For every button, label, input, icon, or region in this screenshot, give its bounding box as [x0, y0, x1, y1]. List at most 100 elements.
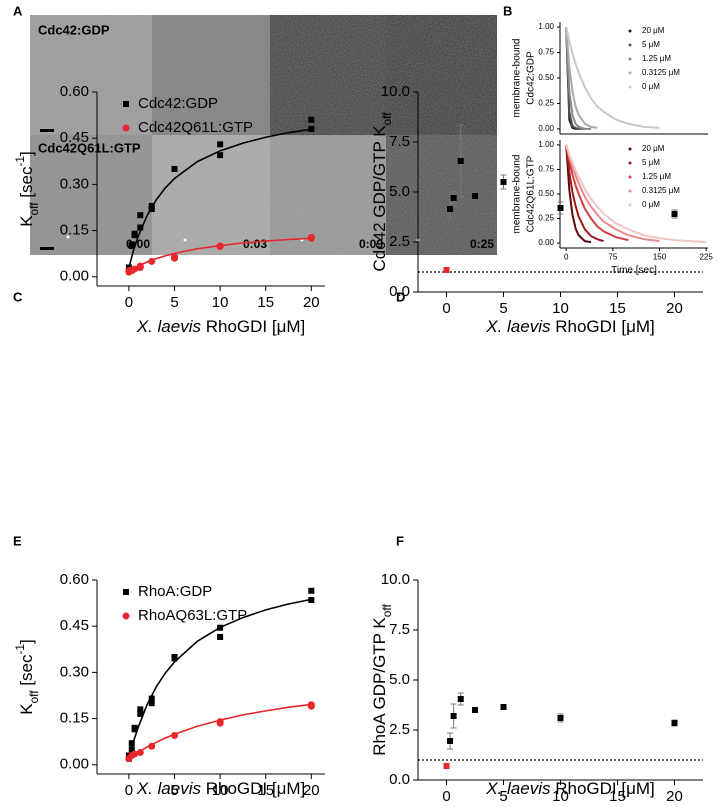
label-part: X. laevis	[136, 317, 202, 336]
y-tick-label: 7.5	[389, 621, 410, 638]
time-stamp: 0:25	[470, 237, 494, 251]
y-axis-label: Cdc42Q61L:GTP	[526, 155, 537, 232]
data-point	[137, 224, 144, 231]
y-tick-label: 5.0	[389, 183, 410, 200]
y-axis-label: Koff [sec-1]	[13, 639, 41, 715]
data-point	[131, 265, 139, 273]
data-point	[557, 205, 564, 211]
data-point	[131, 724, 138, 731]
y-tick-label: 0.60	[60, 571, 89, 588]
panel-label: F	[396, 533, 404, 548]
chart: C 0.00 0.15 0.30 0.45 0.60 0 5 10 15 20 Koff [sec-1…	[13, 83, 325, 336]
x-tick-label: 15	[257, 782, 274, 799]
data-point	[450, 713, 457, 719]
data-point	[308, 597, 315, 604]
y-tick-label: 1.00	[538, 140, 554, 149]
x-tick-label: 10	[212, 294, 229, 311]
x-tick-label: 150	[653, 253, 667, 262]
x-tick-label: 0	[564, 253, 569, 262]
fit-curve	[128, 128, 312, 268]
data-point	[308, 125, 315, 132]
data-point	[148, 202, 155, 209]
x-tick-label: 5	[499, 788, 507, 805]
data-point	[457, 696, 464, 702]
chart: B 0.00 0.25 0.50 0.75 1.00 membrane-bound Cdc42…	[503, 3, 708, 135]
legend-marker	[628, 43, 632, 47]
legend-marker	[628, 203, 632, 207]
y-tick-label: 0.25	[538, 214, 554, 223]
image	[386, 135, 497, 255]
legend-label: 1.25 μM	[642, 54, 671, 63]
data-point	[500, 179, 507, 185]
legend-label: RhoA:GDP	[138, 583, 212, 600]
x-tick-label: 20	[303, 782, 320, 799]
label-part: X. laevis	[485, 779, 551, 798]
label-part: ]	[17, 639, 36, 644]
y-axis-label: membrane-bound	[512, 39, 523, 118]
legend-label: 5 μM	[642, 158, 660, 167]
y-tick-label: 0.00	[538, 238, 554, 247]
x-tick-label: 15	[609, 300, 626, 317]
label-part: X. laevis	[485, 317, 551, 336]
legend-label: 0.3125 μM	[642, 186, 680, 195]
label-part: off	[380, 112, 394, 126]
chart: 0.00 0.25 0.50 0.75 1.00 0 75 150 225 membrane-bo…	[512, 140, 713, 276]
data-point	[447, 206, 454, 212]
y-tick-label: 0.45	[60, 129, 89, 146]
y-tick-label: 2.5	[389, 233, 410, 250]
legend-marker	[628, 57, 632, 61]
legend-marker	[628, 161, 632, 165]
y-tick-label: 0.60	[60, 83, 89, 100]
data-point	[472, 193, 478, 199]
data-point	[457, 158, 464, 164]
fit-curve	[128, 703, 312, 760]
legend-marker	[628, 147, 632, 151]
legend-marker	[628, 175, 632, 179]
y-tick-label: 10.0	[381, 83, 410, 100]
decay-curve	[565, 27, 598, 129]
legend-marker	[628, 189, 632, 193]
legend-marker	[628, 29, 632, 33]
label-part: Time [sec]	[611, 265, 657, 276]
data-point	[217, 624, 224, 631]
data-point	[171, 165, 178, 172]
y-tick-label: 0.45	[60, 617, 89, 634]
data-point	[128, 746, 135, 753]
time-stamp: 0:03	[243, 237, 267, 251]
data-point	[171, 732, 179, 740]
data-point	[148, 700, 155, 707]
x-tick-label: 0	[442, 788, 450, 805]
panel-label: B	[503, 3, 512, 18]
x-tick-label: 5	[170, 782, 178, 799]
x-axis-label: X. laevis RhoGDI [μM]	[485, 779, 655, 798]
time-stamp: 0:09	[359, 237, 383, 251]
y-tick-label: 0.50	[538, 73, 554, 82]
image	[270, 135, 386, 255]
x-tick-label: 20	[303, 294, 320, 311]
decay-curve	[565, 144, 604, 243]
x-axis-label: X. laevis RhoGDI [μM]	[485, 317, 655, 336]
y-axis-label: Koff [sec-1]	[13, 151, 41, 227]
x-tick-label: 0	[125, 294, 133, 311]
x-tick-label: 5	[499, 300, 507, 317]
data-point	[137, 710, 144, 717]
data-point	[171, 655, 178, 662]
data-point	[308, 587, 315, 594]
data-point	[148, 206, 155, 213]
legend-marker	[123, 589, 129, 595]
legend-marker	[628, 85, 632, 89]
x-tick-label: 0	[442, 300, 450, 317]
panel-label: E	[13, 533, 22, 548]
label-part: ]	[17, 151, 36, 156]
y-tick-label: 2.5	[389, 721, 410, 738]
label-part: K	[17, 215, 36, 227]
data-point	[148, 742, 156, 750]
data-point	[308, 116, 315, 123]
decay-curve	[565, 144, 629, 242]
chart: E 0.00 0.15 0.30 0.45 0.60 0 5 10 15 20 Koff [sec-1…	[13, 533, 325, 799]
data-point	[217, 152, 224, 159]
micrographs	[30, 15, 497, 255]
panel-label: A	[13, 3, 23, 18]
x-tick-label: 225	[699, 253, 713, 262]
data-point	[472, 707, 478, 713]
